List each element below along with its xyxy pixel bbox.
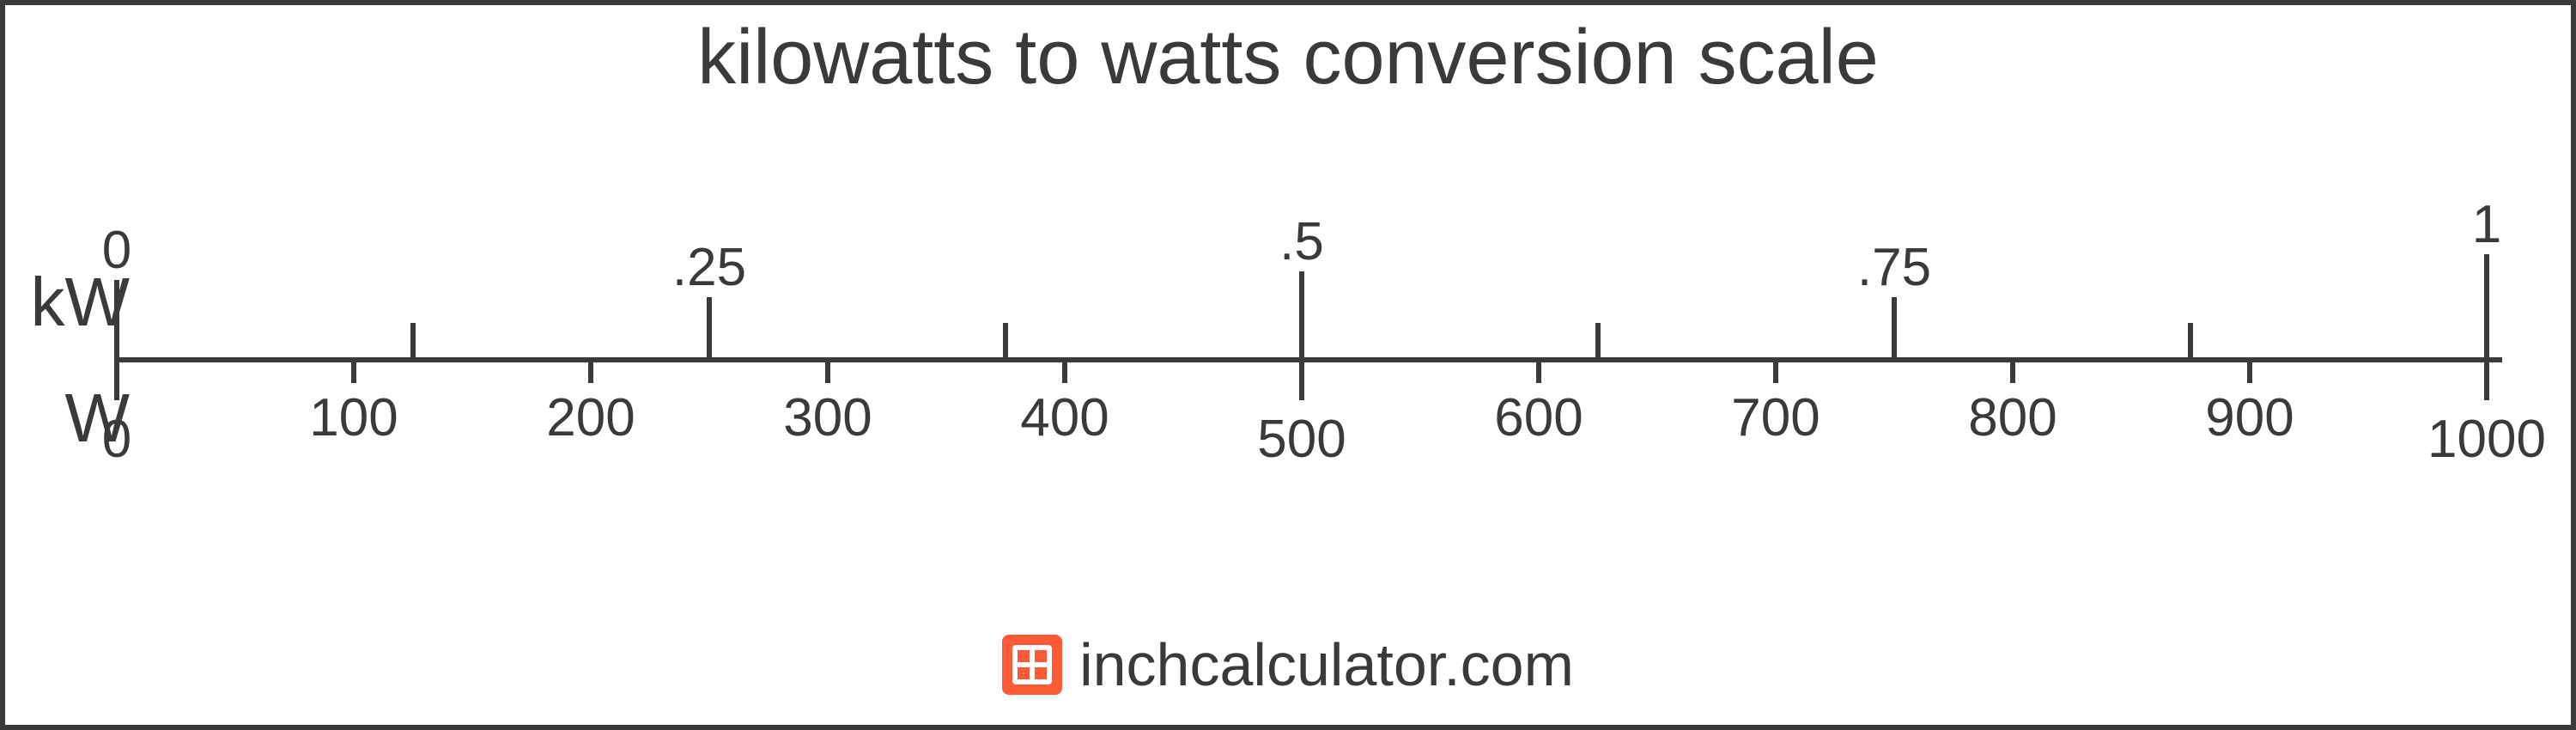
scale-area: 0.25.5.751010020030040050060070080090010… — [117, 246, 2502, 460]
top-tick-label: 0 — [102, 220, 131, 281]
bottom-major-tick — [1536, 357, 1541, 383]
top-minor-tick — [1595, 323, 1601, 357]
bottom-major-tick — [2010, 357, 2015, 383]
top-major-tick — [1892, 297, 1897, 357]
top-major-tick — [707, 297, 712, 357]
top-minor-tick — [2188, 323, 2193, 357]
bottom-major-tick — [1062, 357, 1067, 383]
top-major-tick — [114, 280, 119, 357]
bottom-tick-label: 600 — [1494, 387, 1583, 448]
top-tick-label: 1 — [2472, 194, 2501, 255]
top-minor-tick — [1003, 323, 1008, 357]
bottom-major-tick — [2484, 357, 2489, 400]
bottom-tick-label: 400 — [1020, 387, 1109, 448]
top-minor-tick — [410, 323, 416, 357]
bottom-major-tick — [825, 357, 830, 383]
bottom-major-tick — [114, 357, 119, 400]
bottom-tick-label: 800 — [1968, 387, 2057, 448]
bottom-tick-label: 900 — [2205, 387, 2293, 448]
bottom-major-tick — [2247, 357, 2252, 383]
axis-line — [117, 357, 2502, 362]
top-tick-label: .75 — [1857, 237, 1931, 298]
bottom-major-tick — [1299, 357, 1304, 400]
conversion-scale-container: kilowatts to watts conversion scale kW W… — [0, 0, 2576, 730]
bottom-tick-label: 200 — [546, 387, 635, 448]
bottom-tick-label: 1000 — [2427, 409, 2546, 470]
top-major-tick — [2484, 254, 2489, 357]
bottom-tick-label: 300 — [783, 387, 872, 448]
bottom-major-tick — [351, 357, 356, 383]
title: kilowatts to watts conversion scale — [5, 14, 2571, 102]
top-tick-label: .25 — [672, 237, 746, 298]
footer-text: inchcalculator.com — [1079, 630, 1574, 699]
top-major-tick — [1299, 271, 1304, 357]
footer: inchcalculator.com — [5, 630, 2571, 699]
bottom-tick-label: 500 — [1257, 409, 1346, 470]
top-tick-label: .5 — [1279, 211, 1324, 272]
bottom-major-tick — [588, 357, 593, 383]
bottom-tick-label: 0 — [102, 409, 131, 470]
bottom-major-tick — [1773, 357, 1778, 383]
bottom-tick-label: 100 — [309, 387, 398, 448]
calculator-icon — [1002, 635, 1062, 695]
bottom-tick-label: 700 — [1731, 387, 1820, 448]
